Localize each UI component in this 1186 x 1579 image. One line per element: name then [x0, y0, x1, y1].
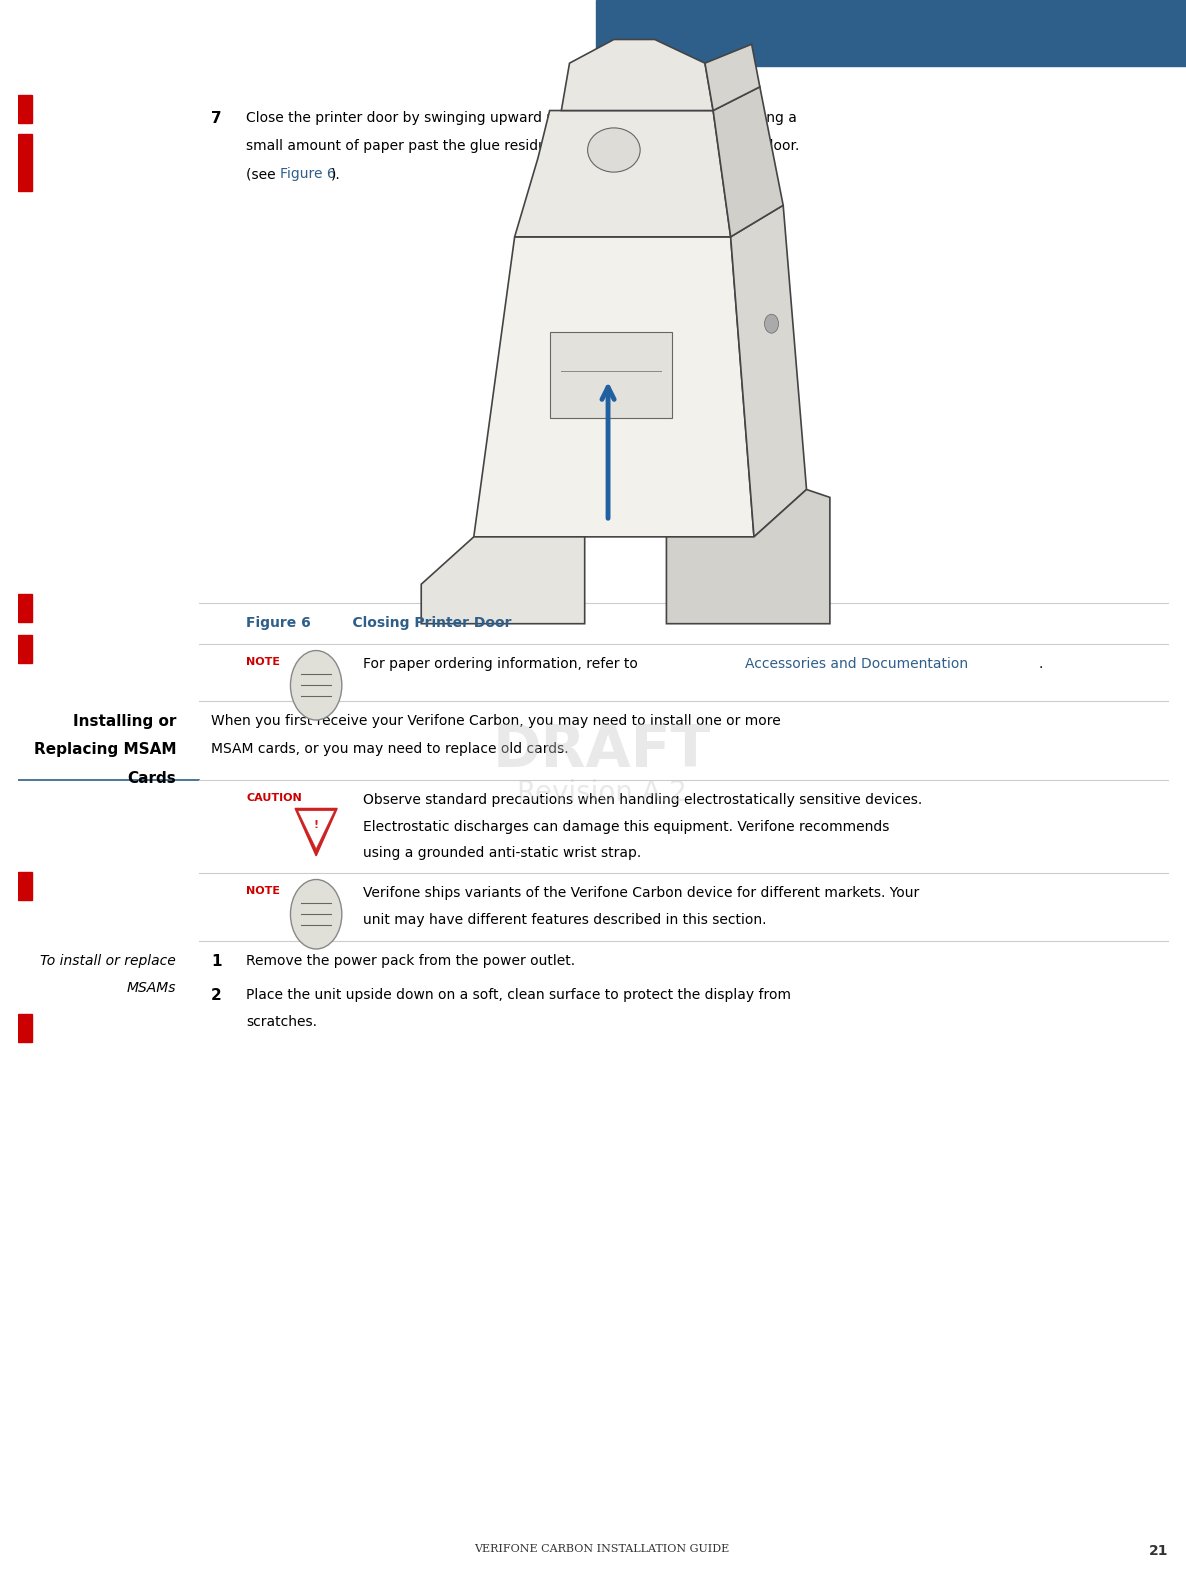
Text: Setup: Setup [1128, 32, 1168, 44]
Text: CAUTION: CAUTION [246, 793, 302, 802]
Text: 7: 7 [211, 111, 222, 125]
Polygon shape [713, 87, 783, 237]
Text: Cards: Cards [127, 771, 176, 785]
Text: Verifone ships variants of the Verifone Carbon device for different markets. You: Verifone ships variants of the Verifone … [363, 886, 919, 900]
Text: small amount of paper past the glue residue to extend outside the printer door.: small amount of paper past the glue resi… [246, 139, 799, 153]
Ellipse shape [587, 128, 640, 172]
Text: Observe standard precautions when handling electrostatically sensitive devices.: Observe standard precautions when handli… [363, 793, 922, 807]
Circle shape [291, 651, 342, 720]
Polygon shape [515, 111, 731, 237]
Text: .: . [1039, 657, 1044, 671]
Text: NOTE: NOTE [246, 657, 280, 666]
Bar [19, 594, 32, 622]
Text: Installing or: Installing or [72, 714, 176, 728]
Text: Replacing MSAM: Replacing MSAM [33, 742, 176, 756]
Polygon shape [421, 537, 585, 624]
Bar [19, 1014, 32, 1042]
Bar [19, 163, 32, 191]
Bar [19, 134, 32, 163]
Bar [597, 0, 1186, 66]
Bar [19, 872, 32, 900]
Text: ).: ). [331, 167, 342, 182]
Text: scratches.: scratches. [246, 1015, 317, 1030]
Polygon shape [473, 237, 754, 537]
Text: Remove the power pack from the power outlet.: Remove the power pack from the power out… [246, 954, 575, 968]
Text: Installing or Replacing MSAM Cards: Installing or Replacing MSAM Cards [949, 54, 1168, 66]
Polygon shape [298, 812, 334, 850]
Text: NOTE: NOTE [246, 886, 280, 895]
Text: (see: (see [246, 167, 280, 182]
Text: 1: 1 [211, 954, 222, 968]
Text: Closing Printer Door: Closing Printer Door [327, 616, 511, 630]
Polygon shape [561, 39, 713, 111]
Text: Accessories and Documentation: Accessories and Documentation [745, 657, 968, 671]
Bar [549, 332, 672, 418]
Text: VERIFONE CARBON INSTALLATION GUIDE: VERIFONE CARBON INSTALLATION GUIDE [474, 1544, 729, 1554]
Circle shape [291, 880, 342, 949]
Text: !: ! [313, 820, 319, 831]
Text: For paper ordering information, refer to: For paper ordering information, refer to [363, 657, 642, 671]
Text: unit may have different features described in this section.: unit may have different features describ… [363, 913, 766, 927]
Text: 21: 21 [1149, 1544, 1168, 1558]
Text: Revision A.2: Revision A.2 [517, 778, 687, 807]
Text: Electrostatic discharges can damage this equipment. Verifone recommends: Electrostatic discharges can damage this… [363, 820, 890, 834]
Polygon shape [731, 205, 806, 537]
Text: When you first receive your Verifone Carbon, you may need to install one or more: When you first receive your Verifone Car… [211, 714, 780, 728]
Text: To install or replace: To install or replace [40, 954, 176, 968]
Text: Place the unit upside down on a soft, clean surface to protect the display from: Place the unit upside down on a soft, cl… [246, 988, 791, 1003]
Text: DRAFT: DRAFT [493, 722, 712, 778]
Polygon shape [667, 489, 830, 624]
Bar [19, 635, 32, 663]
Bar [19, 95, 32, 123]
Text: Close the printer door by swinging upward until the door clicks shut, allowing a: Close the printer door by swinging upwar… [246, 111, 797, 125]
Text: Figure 6: Figure 6 [246, 616, 311, 630]
Circle shape [765, 314, 778, 333]
Text: Figure 6: Figure 6 [280, 167, 336, 182]
Text: MSAM cards, or you may need to replace old cards.: MSAM cards, or you may need to replace o… [211, 742, 569, 756]
Polygon shape [295, 808, 337, 856]
Text: 2: 2 [211, 988, 222, 1003]
FancyArrowPatch shape [602, 387, 614, 518]
Polygon shape [704, 44, 760, 111]
Text: using a grounded anti-static wrist strap.: using a grounded anti-static wrist strap… [363, 846, 642, 861]
Text: MSAMs: MSAMs [127, 981, 176, 995]
